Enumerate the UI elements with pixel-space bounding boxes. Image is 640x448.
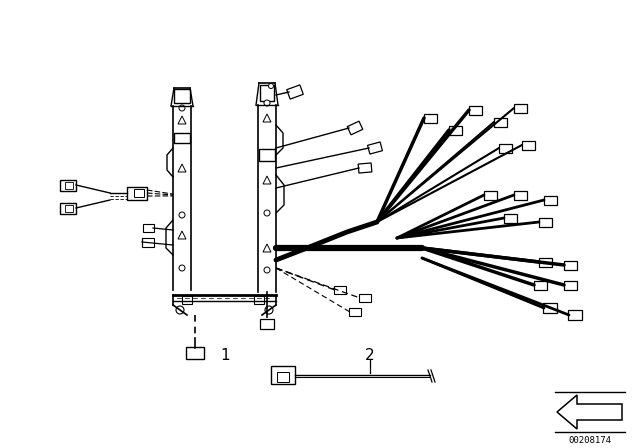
Bar (127, 186, 147, 199)
Polygon shape (557, 395, 622, 429)
Circle shape (179, 105, 185, 111)
Text: 1: 1 (220, 348, 230, 362)
Bar (449, 125, 461, 134)
Bar (143, 224, 154, 232)
Circle shape (269, 83, 273, 89)
Bar (504, 214, 516, 223)
Bar (182, 296, 192, 304)
Bar (522, 141, 534, 150)
Bar (254, 296, 264, 304)
Bar (424, 113, 436, 122)
Bar (260, 319, 274, 329)
Circle shape (179, 212, 185, 218)
Bar (568, 310, 582, 320)
Bar (483, 190, 497, 199)
Circle shape (265, 306, 273, 314)
Bar (349, 308, 361, 316)
Circle shape (264, 100, 270, 106)
Bar (271, 366, 295, 384)
Bar (367, 142, 383, 154)
Bar (563, 260, 577, 270)
Bar (260, 85, 274, 101)
Bar (65, 181, 73, 189)
Bar (499, 143, 511, 152)
Bar (563, 280, 577, 289)
Bar (134, 189, 144, 197)
Circle shape (264, 267, 270, 273)
Polygon shape (178, 116, 186, 124)
Text: 00208174: 00208174 (568, 435, 611, 444)
Bar (287, 85, 303, 99)
Bar (513, 190, 527, 199)
Bar (65, 204, 73, 211)
Circle shape (264, 210, 270, 216)
Polygon shape (178, 164, 186, 172)
Bar (468, 105, 481, 115)
Bar (60, 202, 76, 214)
Bar (543, 195, 557, 204)
Circle shape (176, 306, 184, 314)
Bar (174, 89, 190, 103)
Text: 2: 2 (365, 348, 375, 362)
Polygon shape (263, 114, 271, 122)
Bar (359, 294, 371, 302)
Polygon shape (178, 231, 186, 239)
Bar (174, 133, 190, 143)
Bar (358, 163, 372, 173)
Bar (513, 103, 527, 112)
Bar (538, 258, 552, 267)
Polygon shape (263, 176, 271, 184)
Bar (259, 149, 275, 161)
Bar (277, 372, 289, 382)
Bar (534, 280, 547, 289)
Circle shape (179, 265, 185, 271)
Bar (538, 217, 552, 227)
Bar (348, 121, 363, 135)
Polygon shape (263, 244, 271, 252)
Bar (60, 180, 76, 190)
Bar (334, 286, 346, 294)
Bar (493, 117, 506, 126)
Bar (543, 303, 557, 313)
Bar (186, 347, 204, 359)
Bar (142, 237, 154, 246)
